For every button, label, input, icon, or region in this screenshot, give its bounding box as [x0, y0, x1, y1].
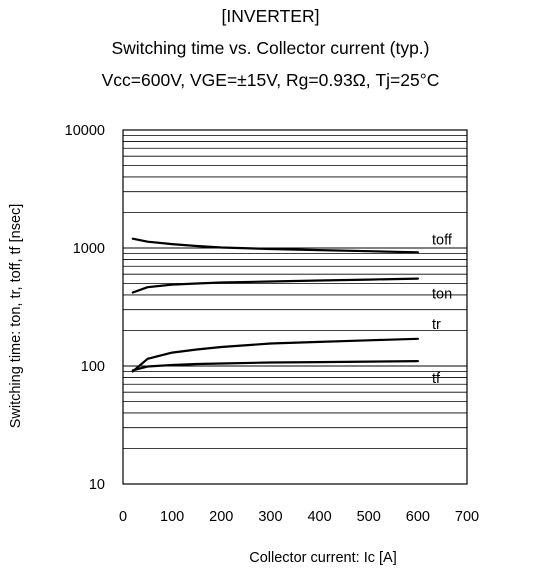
series-label-ton: ton [432, 287, 452, 303]
series-label-tr: tr [432, 317, 441, 333]
x-tick-label: 300 [258, 509, 282, 525]
y-tick-label: 1000 [73, 241, 105, 257]
plot-area-frame [123, 130, 467, 484]
x-tick-label: 500 [357, 509, 381, 525]
x-tick-label: 400 [307, 509, 331, 525]
x-tick-label: 0 [119, 509, 127, 525]
y-tick-label: 10000 [65, 123, 105, 139]
x-axis-ticks: 0 100 200 300 400 500 600 700 [119, 509, 479, 525]
x-tick-label: 600 [406, 509, 430, 525]
y-tick-label: 100 [81, 359, 105, 375]
x-axis-label: Collector current: Ic [A] [249, 550, 396, 566]
series-line-ton [133, 279, 418, 293]
series-line-toff [133, 239, 418, 253]
x-tick-label: 100 [160, 509, 184, 525]
series-label-tf: tf [432, 371, 441, 387]
x-tick-label: 200 [209, 509, 233, 525]
grid [123, 130, 467, 484]
y-tick-label: 10 [89, 477, 105, 493]
series-lines [133, 239, 418, 372]
y-axis-ticks: 10 100 1000 10000 [65, 123, 105, 493]
y-axis-label: Switching time: ton, tr, toff, tf [nsec] [8, 204, 24, 429]
series-label-toff: toff [432, 232, 453, 248]
x-tick-label: 700 [455, 509, 479, 525]
